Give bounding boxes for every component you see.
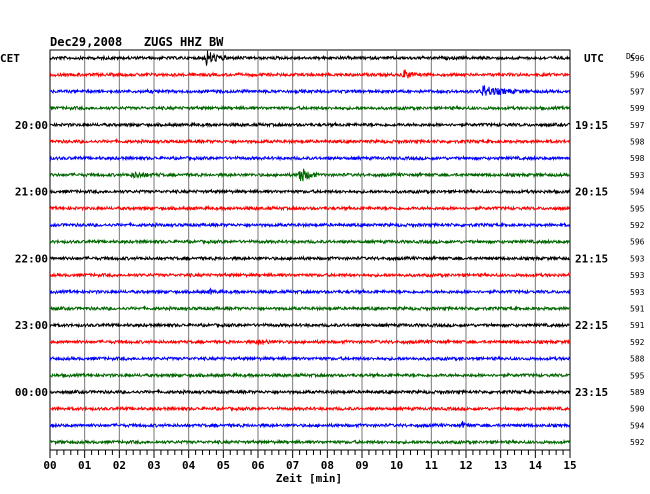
- dc-offset-value: 593: [630, 288, 645, 297]
- x-tick-label: 11: [425, 459, 439, 472]
- dc-offset-value: 592: [630, 438, 645, 447]
- chart-title: Dec29,2008 ZUGS HHZ BW: [50, 35, 224, 49]
- trace-row-22: [49, 420, 571, 429]
- left-hour-label: 20:00: [15, 119, 48, 132]
- trace-row-14: [49, 287, 571, 296]
- right-hour-label: 19:15: [575, 119, 608, 132]
- dc-offset-value: 599: [630, 104, 645, 113]
- x-tick-label: 03: [147, 459, 160, 472]
- x-axis-ticks: 00 01 02 03 04 05 06 07 08 09 10 11 12 13 14 15: [43, 450, 577, 472]
- dc-offset-value: 591: [630, 321, 645, 330]
- left-hour-label: 00:00: [15, 386, 48, 399]
- dc-offset-value: 591: [630, 305, 645, 314]
- dc-offset-value: 590: [630, 405, 645, 414]
- x-tick-label: 14: [529, 459, 543, 472]
- trace-row-13: [49, 271, 571, 279]
- right-timezone-label: UTC: [584, 52, 604, 65]
- x-tick-label: 08: [321, 459, 334, 472]
- plot-frame: [49, 49, 571, 451]
- trace-row-1: [49, 69, 571, 79]
- plot-border: [49, 49, 571, 451]
- trace-row-11: [49, 238, 571, 246]
- dc-offset-value: 588: [630, 355, 645, 364]
- dc-offset-value: 592: [630, 338, 645, 347]
- seismogram-traces: [49, 50, 571, 446]
- trace-row-23: [49, 438, 571, 446]
- dc-offset-value: 596: [630, 71, 645, 80]
- x-axis-label: Zeit [min]: [276, 472, 342, 485]
- trace-row-16: [49, 321, 571, 329]
- right-hour-label: 23:15: [575, 386, 608, 399]
- trace-row-8: [49, 188, 571, 195]
- x-tick-label: 13: [494, 459, 507, 472]
- trace-row-4: [49, 121, 571, 129]
- x-tick-label: 07: [286, 459, 299, 472]
- dc-label: DC: [626, 52, 636, 61]
- x-tick-label: 01: [78, 459, 92, 472]
- trace-row-0: [49, 50, 571, 66]
- trace-row-10: [49, 221, 571, 229]
- x-tick-label: 09: [355, 459, 368, 472]
- dc-offset-value: 598: [630, 154, 645, 163]
- left-hour-label: 21:00: [15, 186, 48, 199]
- trace-row-20: [49, 388, 571, 396]
- dc-offset-value: 595: [630, 204, 645, 213]
- trace-row-2: [49, 84, 571, 97]
- dc-offset-value: 595: [630, 371, 645, 380]
- trace-row-6: [49, 154, 571, 162]
- x-tick-label: 00: [43, 459, 56, 472]
- trace-row-3: [49, 104, 571, 112]
- x-tick-label: 05: [217, 459, 230, 472]
- dc-offset-value: 594: [630, 421, 645, 430]
- dc-offset-value: 597: [630, 87, 645, 96]
- left-hour-label: 23:00: [15, 319, 48, 332]
- labels: Dec29,2008 ZUGS HHZ BW CET UTC DC Zeit […: [0, 35, 645, 485]
- trace-row-18: [49, 355, 571, 362]
- x-tick-label: 12: [459, 459, 472, 472]
- dc-offset-value: 596: [630, 238, 645, 247]
- x-tick-label: 15: [563, 459, 576, 472]
- left-timezone-label: CET: [0, 52, 20, 65]
- minute-gridlines: [84, 50, 536, 450]
- trace-row-7: [49, 168, 571, 182]
- right-hour-label: 21:15: [575, 252, 608, 265]
- right-hour-label: 22:15: [575, 319, 608, 332]
- x-tick-label: 02: [113, 459, 126, 472]
- x-tick-label: 10: [390, 459, 403, 472]
- dc-offset-value: 592: [630, 221, 645, 230]
- dc-offset-value: 598: [630, 138, 645, 147]
- dc-offset-value: 597: [630, 121, 645, 130]
- trace-row-17: [49, 338, 571, 346]
- trace-row-12: [50, 254, 571, 262]
- dc-offset-value: 596: [630, 54, 645, 63]
- trace-row-9: [49, 204, 571, 212]
- trace-row-21: [49, 405, 571, 413]
- trace-row-15: [49, 305, 571, 312]
- dc-offset-value: 593: [630, 254, 645, 263]
- right-hour-label: 20:15: [575, 186, 608, 199]
- dc-offset-value: 593: [630, 171, 645, 180]
- x-tick-label: 04: [182, 459, 196, 472]
- dc-offset-value: 589: [630, 388, 645, 397]
- x-tick-label: 06: [251, 459, 265, 472]
- trace-row-19: [49, 371, 571, 379]
- left-hour-label: 22:00: [15, 252, 48, 265]
- trace-row-5: [49, 138, 571, 145]
- dc-offset-value: 593: [630, 271, 645, 280]
- dc-offset-value: 594: [630, 188, 645, 197]
